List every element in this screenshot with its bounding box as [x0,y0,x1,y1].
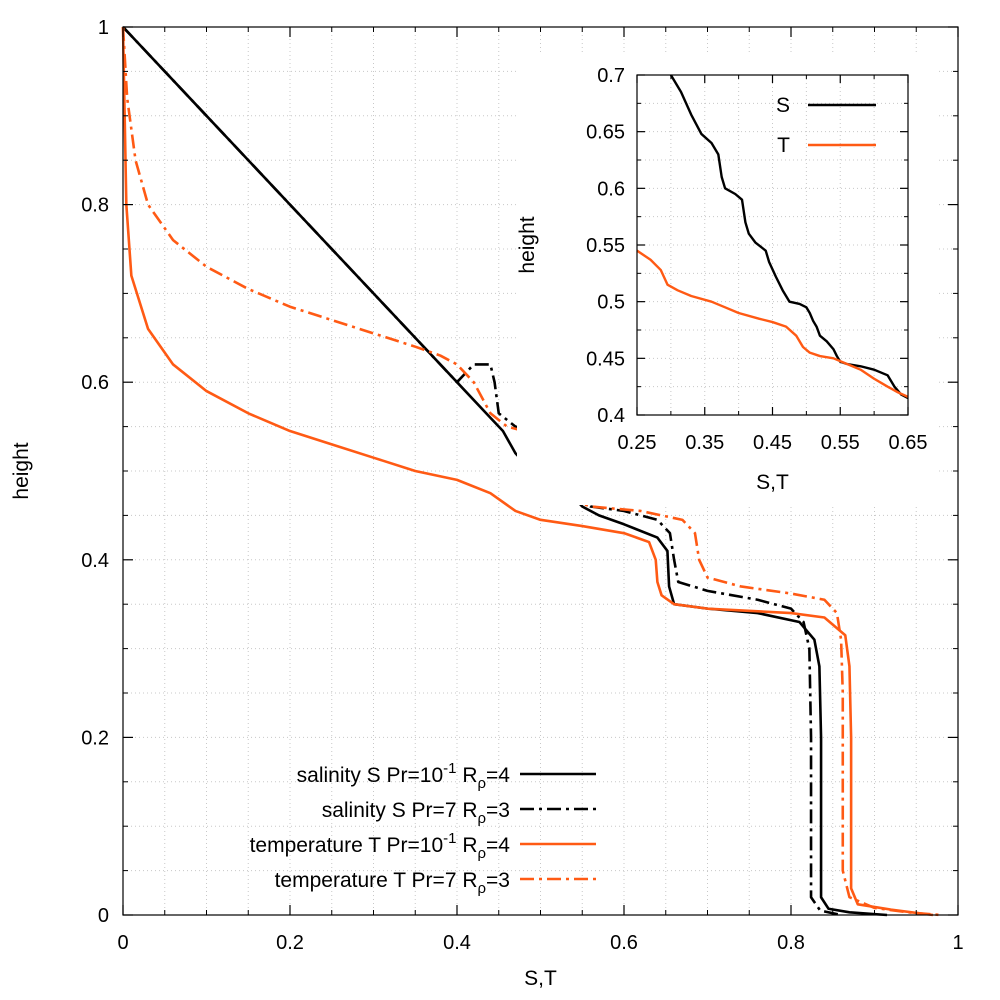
main-y-tick-label: 0.8 [81,195,109,217]
inset-y-tick-label: 0.65 [586,122,625,144]
inset-series-lines [636,74,909,400]
legend-label-0: salinity S Pr=10-1 Rρ=4 [297,760,511,792]
main-y-tick-label: 0.4 [81,550,109,572]
main-series-line-1 [122,26,842,917]
main-x-tick-label: 0.2 [276,932,304,954]
inset-chart: 0.25 0.35 0.45 0.55 0.65 0.4 0.45 0.5 0.55 0.6 0.6… [516,55,938,505]
inset-y-tick-label: 0.7 [597,65,625,87]
inset-x-tick-label: 0.65 [889,432,928,454]
inset-y-axis-label: height [516,216,539,273]
main-series-line-2 [121,26,934,917]
inset-y-tick-label: 0.6 [597,178,625,200]
inset-x-tick-label: 0.25 [618,432,657,454]
main-x-tick-label: 0.4 [443,932,471,954]
main-x-axis-label: S,T [524,967,557,990]
main-legend: salinity S Pr=10-1 Rρ=4 salinity S Pr=7 R… [250,760,596,897]
main-x-tick-label: 1 [952,932,963,954]
inset-series-line-1 [636,249,909,398]
main-y-tick-label: 1 [98,17,109,39]
main-x-tick-label: 0.8 [777,932,805,954]
inset-x-tick-label: 0.45 [753,432,792,454]
inset-background [517,55,938,505]
legend-label-1: salinity S Pr=7 Rρ=3 [322,799,510,827]
main-x-tick-label: 0.6 [610,932,638,954]
inset-y-tick-label: 0.5 [597,292,625,314]
inset-y-tick-label: 0.45 [586,348,625,370]
inset-x-axis-label: S,T [756,471,789,494]
main-ticks: 0 0.2 0.4 0.6 0.8 1 0 0.2 0.4 0.6 0.8 1 [81,17,963,954]
inset-ticks: 0.25 0.35 0.45 0.55 0.65 0.4 0.45 0.5 0.55 0.6 0.6… [586,65,927,454]
inset-x-tick-label: 0.55 [821,432,860,454]
inset-legend-label-0: S [776,94,790,117]
main-x-tick-label: 0 [117,932,128,954]
inset-grid [637,75,908,415]
main-series-line-0 [122,26,888,917]
legend-label-2: temperature T Pr=10-1 Rρ=4 [250,830,511,862]
main-y-tick-label: 0.6 [81,372,109,394]
inset-y-tick-label: 0.55 [586,235,625,257]
inset-legend: ST [776,94,876,157]
inset-x-tick-label: 0.35 [685,432,724,454]
main-y-tick-label: 0.2 [81,727,109,749]
inset-y-tick-label: 0.4 [597,405,625,427]
legend-label-3: temperature T Pr=7 Rρ=3 [275,869,510,897]
inset-legend-label-1: T [777,134,790,157]
main-y-tick-label: 0 [98,905,109,927]
main-y-axis-label: height [10,442,33,499]
